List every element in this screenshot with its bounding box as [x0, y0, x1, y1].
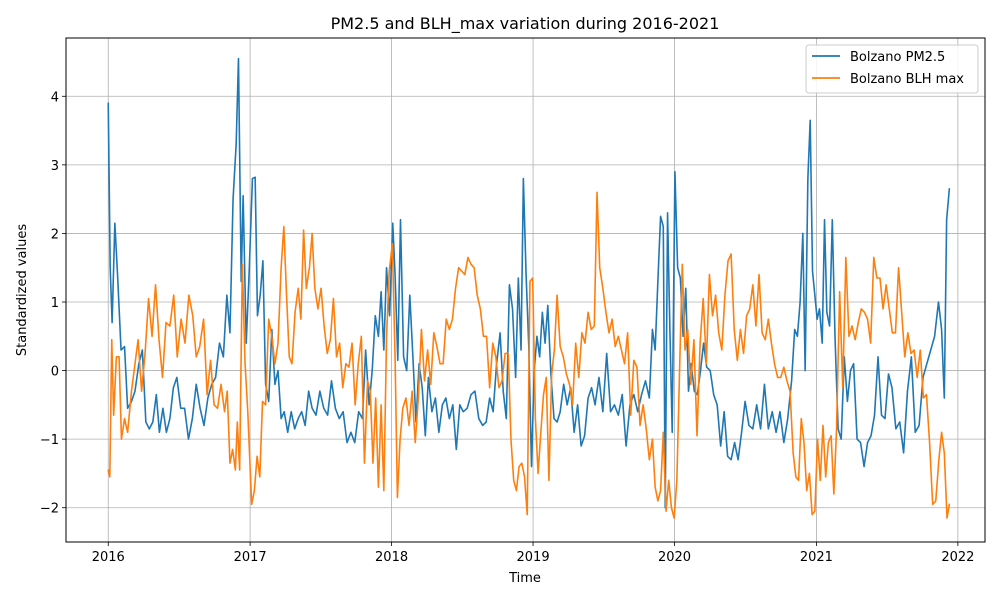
- legend-box: [805, 44, 979, 94]
- grid: [66, 38, 985, 542]
- x-axis-ticks: 2016 2017 2018 2019 2020 2021 2022: [92, 542, 974, 565]
- y-tick-label: 3: [51, 159, 59, 174]
- x-tick-label: 2019: [517, 550, 550, 565]
- legend: Bolzano PM2.5 Bolzano BLH max: [805, 44, 979, 94]
- y-tick-label: 2: [51, 227, 59, 242]
- series-line-blh-max: [107, 191, 951, 519]
- y-tick-label: 1: [51, 296, 59, 311]
- series-line-pm25: [107, 57, 951, 509]
- x-tick-label: 2021: [800, 550, 833, 565]
- y-axis-label: Standardized values: [15, 224, 30, 356]
- plot-frame: [65, 37, 986, 543]
- legend-label: Bolzano BLH max: [850, 72, 964, 87]
- y-axis-ticks: −2 −1 0 1 2 3 4: [40, 90, 66, 517]
- series-layer: [107, 57, 951, 519]
- chart-title: PM2.5 and BLH_max variation during 2016-…: [331, 14, 720, 34]
- y-tick-label: −1: [40, 433, 59, 448]
- y-tick-label: 0: [51, 365, 59, 380]
- x-tick-label: 2017: [234, 550, 267, 565]
- x-tick-label: 2022: [941, 550, 974, 565]
- x-tick-label: 2016: [92, 550, 125, 565]
- legend-label: Bolzano PM2.5: [850, 50, 945, 65]
- x-axis-label: Time: [508, 571, 541, 586]
- x-tick-label: 2020: [658, 550, 691, 565]
- y-tick-label: −2: [40, 502, 59, 517]
- y-tick-label: 4: [51, 90, 59, 105]
- x-tick-label: 2018: [375, 550, 408, 565]
